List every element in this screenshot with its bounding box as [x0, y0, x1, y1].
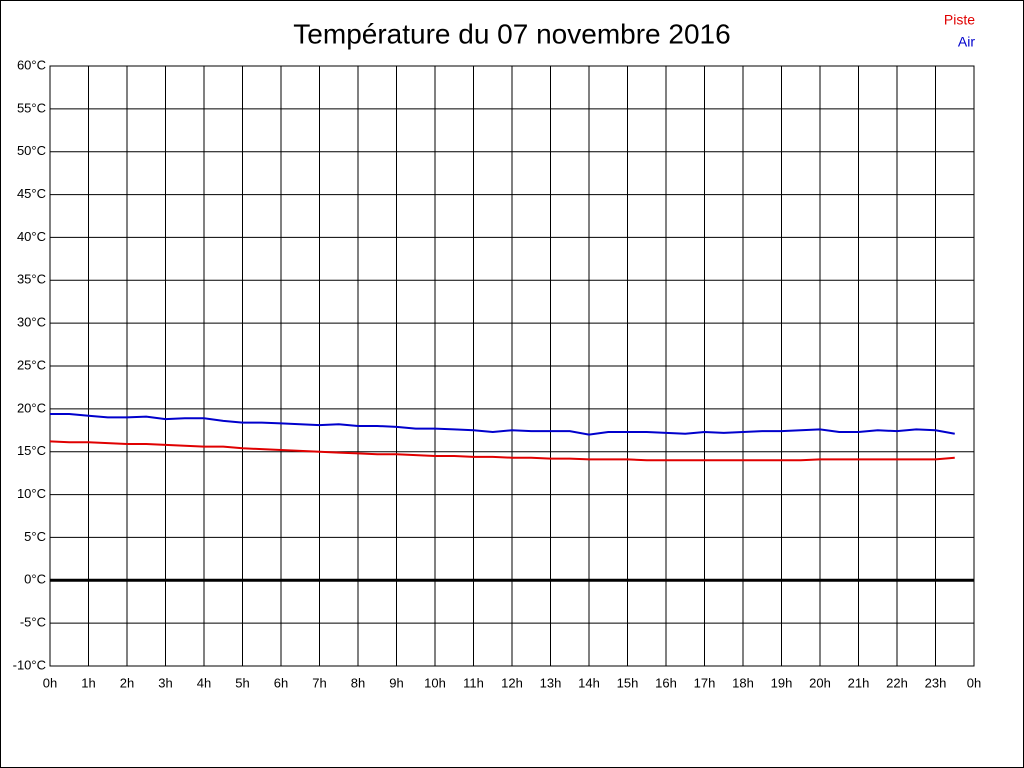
x-tick-label: 4h [197, 675, 211, 690]
y-tick-label: 30°C [17, 315, 46, 330]
x-tick-label: 7h [312, 675, 326, 690]
y-tick-label: 15°C [17, 443, 46, 458]
y-tick-label: 55°C [17, 100, 46, 115]
x-tick-label: 2h [120, 675, 134, 690]
x-tick-label: 12h [501, 675, 523, 690]
x-tick-label: 6h [274, 675, 288, 690]
x-tick-label: 9h [389, 675, 403, 690]
x-tick-label: 1h [81, 675, 95, 690]
x-tick-label: 13h [540, 675, 562, 690]
line-series [49, 440, 955, 462]
x-tick-label: 15h [617, 675, 639, 690]
legend-entry: Air [958, 34, 975, 50]
x-tick-label: 17h [694, 675, 716, 690]
y-tick-label: 40°C [17, 229, 46, 244]
x-tick-label: 20h [809, 675, 831, 690]
x-tick-label: 5h [235, 675, 249, 690]
x-tick-label: 11h [463, 675, 484, 690]
y-tick-label: 35°C [17, 272, 46, 287]
y-tick-label: 50°C [17, 143, 46, 158]
x-tick-label: 21h [848, 675, 870, 690]
y-tick-label: 0°C [24, 572, 46, 587]
x-tick-label: 16h [655, 675, 677, 690]
y-tick-label: 20°C [17, 400, 46, 415]
x-tick-label: 0h [43, 675, 57, 690]
y-tick-label: 5°C [24, 529, 46, 544]
y-tick-label: 10°C [17, 486, 46, 501]
x-tick-label: 8h [351, 675, 365, 690]
y-tick-label: 45°C [17, 186, 46, 201]
x-tick-label: 3h [158, 675, 172, 690]
x-tick-label: 19h [771, 675, 793, 690]
x-tick-label: 14h [578, 675, 600, 690]
x-tick-label: 18h [732, 675, 754, 690]
x-tick-label: 0h [967, 675, 981, 690]
x-tick-label: 22h [886, 675, 908, 690]
x-tick-label: 23h [925, 675, 947, 690]
y-tick-label: 25°C [17, 357, 46, 372]
y-tick-label: -5°C [20, 615, 46, 630]
legend-entry: Piste [944, 12, 975, 28]
y-tick-label: -10°C [13, 657, 46, 672]
chart-title: Température du 07 novembre 2016 [293, 18, 730, 49]
x-tick-label: 10h [424, 675, 446, 690]
line-series [50, 413, 955, 436]
y-tick-label: 60°C [17, 57, 46, 72]
